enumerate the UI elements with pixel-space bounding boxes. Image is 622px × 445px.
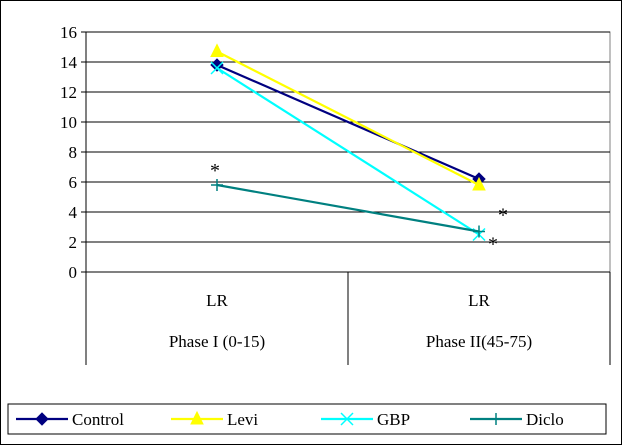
series-line [216,63,480,181]
data-point [210,61,224,75]
significance-marker: * [210,160,220,182]
y-tick-label: 4 [69,203,78,222]
legend: Control Levi GBP Diclo [7,403,607,435]
legend-label: Levi [227,410,258,429]
legend-label: GBP [377,410,410,429]
data-point [473,225,485,238]
series-line [216,50,480,186]
data-point [340,412,354,426]
annotations: *** [210,160,508,256]
legend-item-gbp: GBP [321,410,410,429]
data-point [490,413,502,425]
data-point [35,412,49,426]
y-tick-label: 8 [69,143,78,162]
legend-item-control: Control [16,410,124,429]
series-line [216,183,480,233]
x-tick-label: LR [206,291,228,310]
data-point [211,179,223,191]
x-group-label: Phase I (0-15) [169,332,265,351]
legend-item-levi: Levi [171,410,258,429]
series-diclo [211,179,485,238]
data-point [472,176,486,191]
series-lines [210,43,486,242]
y-tick-label: 14 [60,53,78,72]
data-point [210,43,224,57]
legend-label: Control [72,410,124,429]
x-axis: LR Phase I (0-15) LR Phase II(45-75) [85,271,611,365]
data-point [190,410,204,425]
legend-item-diclo: Diclo [470,410,564,429]
significance-marker: * [498,205,508,227]
y-tick-label: 0 [69,263,78,282]
significance-marker: * [488,234,498,256]
y-tick-label: 6 [69,173,78,192]
y-tick-label: 12 [60,83,77,102]
series-line [216,67,480,236]
y-axis-ticks: 0 2 4 6 8 10 12 14 16 [60,23,87,282]
series-levi [210,43,486,191]
y-tick-label: 16 [60,23,77,42]
legend-label: Diclo [526,410,564,429]
y-tick-label: 2 [69,233,78,252]
x-tick-label: LR [468,291,490,310]
y-tick-label: 10 [60,113,77,132]
x-group-label: Phase II(45-75) [426,332,532,351]
